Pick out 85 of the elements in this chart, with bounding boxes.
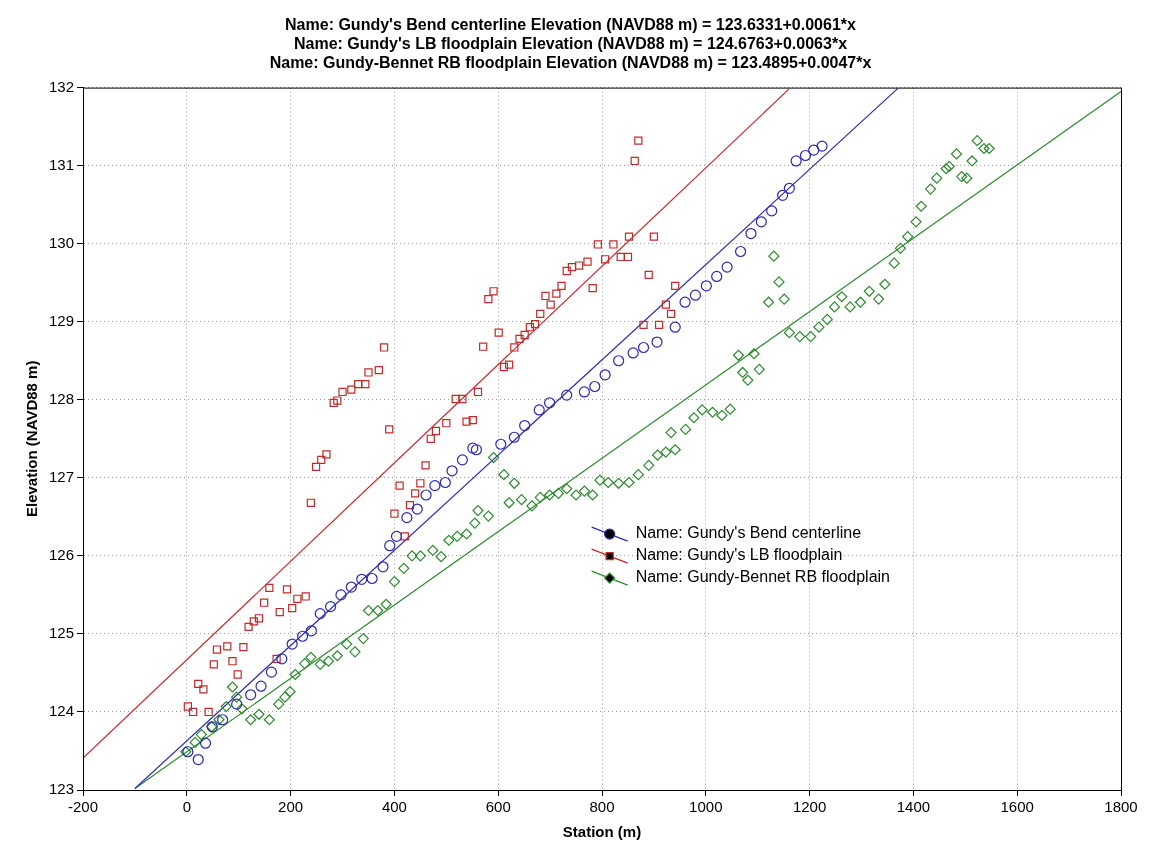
point — [495, 438, 507, 450]
y-tick-label: 128 — [49, 389, 75, 407]
x-tick-label: 1400 — [896, 798, 931, 816]
legend-label: Name: Gundy's Bend centerline — [635, 524, 862, 542]
chart-title: Name: Gundy's Bend centerline Elevation (NAVD88 m) = 123.6331+0.0061*x Name: Gundy's LB floodplain Elevation (NAVD88 m) = 124.6763+0.0063*x Name: Gundy-Bennet RB floodplain Elevation (NAVD88 m) = 123.4895+0.0047*x — [269, 16, 872, 72]
x-tick-label: 800 — [589, 798, 615, 816]
point — [599, 369, 611, 381]
x-tick-label: 1200 — [792, 798, 827, 816]
point — [519, 419, 531, 432]
x-tick-label: 1600 — [1000, 798, 1034, 816]
point — [679, 296, 691, 308]
y-tick-label: 129 — [49, 311, 75, 329]
point — [384, 540, 396, 552]
x-tick-label: 1000 — [689, 798, 723, 816]
y-tick-label: 125 — [49, 624, 75, 642]
point — [783, 182, 795, 194]
point — [390, 530, 403, 542]
x-tick-label: 0 — [182, 798, 191, 816]
point — [734, 245, 747, 258]
point — [366, 572, 378, 585]
point — [429, 480, 441, 492]
point — [508, 431, 520, 443]
point — [689, 289, 702, 301]
point — [356, 573, 368, 585]
point — [808, 144, 820, 156]
point — [335, 589, 347, 601]
point — [561, 389, 573, 401]
point — [217, 714, 229, 726]
point — [533, 404, 545, 416]
y-tick-label: 124 — [49, 702, 75, 720]
x-tick-label: 200 — [278, 798, 304, 816]
point — [305, 625, 317, 637]
y-tick-label: 131 — [49, 155, 75, 173]
point — [711, 270, 723, 283]
point — [745, 227, 757, 240]
point — [589, 380, 601, 393]
point — [192, 753, 204, 766]
legend-label: Name: Gundy's LB floodplain — [635, 546, 843, 564]
point — [799, 149, 812, 162]
point — [345, 581, 357, 593]
point — [276, 653, 288, 665]
point — [467, 442, 479, 454]
point — [324, 601, 337, 613]
point — [286, 638, 298, 650]
y-tick-label: 127 — [49, 467, 75, 485]
point — [721, 261, 733, 273]
point — [296, 630, 309, 642]
point — [700, 280, 712, 292]
point — [637, 341, 650, 354]
point — [456, 454, 469, 466]
y-tick-label: 123 — [49, 780, 75, 798]
x-tick-label: 600 — [485, 798, 511, 816]
x-tick-label: -200 — [68, 798, 99, 816]
point — [669, 321, 681, 333]
point — [816, 140, 828, 152]
y-tick-label: 126 — [49, 546, 75, 564]
y-axis-title: Elevation (NAVD88 m) — [23, 360, 41, 518]
point — [446, 465, 458, 477]
y-tick-label: 132 — [49, 77, 75, 95]
point — [544, 397, 556, 409]
point — [790, 155, 802, 167]
y-tick-label: 130 — [49, 233, 75, 251]
x-axis-title: Station (m) — [562, 823, 642, 841]
point — [245, 689, 257, 701]
point — [255, 680, 267, 692]
point — [755, 216, 767, 228]
point — [439, 476, 451, 489]
point — [231, 698, 243, 710]
point — [420, 489, 432, 501]
point — [651, 336, 663, 348]
point — [627, 347, 639, 359]
point — [314, 608, 326, 620]
point — [766, 205, 778, 217]
x-tick-label: 400 — [381, 798, 407, 816]
point — [578, 386, 590, 398]
point — [470, 444, 483, 456]
legend-label: Name: Gundy-Bennet RB floodplain — [635, 568, 891, 586]
point — [777, 189, 789, 201]
point — [377, 561, 389, 573]
x-tick-label: 1800 — [1104, 798, 1138, 816]
point — [265, 666, 278, 678]
point — [199, 737, 212, 749]
point — [613, 355, 625, 367]
point — [411, 503, 423, 515]
point — [401, 512, 413, 524]
